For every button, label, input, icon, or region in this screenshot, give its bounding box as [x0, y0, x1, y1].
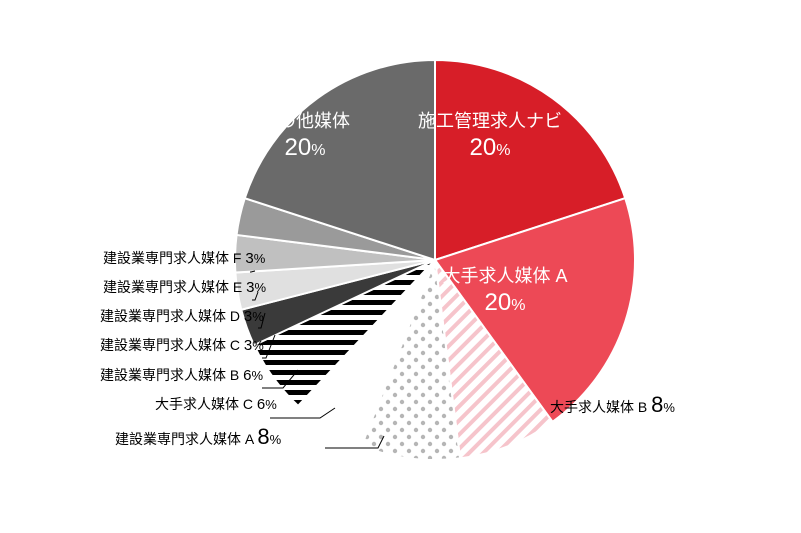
slice-pct: 3%	[245, 250, 265, 267]
slice-pct: 6%	[243, 367, 263, 384]
slice-pct: 8%	[651, 392, 675, 417]
slice-label-outside: 建設業専門求人媒体 D 3%	[100, 306, 264, 326]
slice-label-outside: 建設業専門求人媒体 E 3%	[103, 277, 266, 297]
slice-label-outside: 建設業専門求人媒体 A 8%	[115, 424, 281, 450]
pie-chart-container: 施工管理求人ナビ20%大手求人媒体 A20%その他媒体20%大手求人媒体 B 8…	[0, 0, 801, 533]
slice-name: 大手求人媒体 B	[550, 399, 647, 415]
slice-name: 建設業専門求人媒体 F	[103, 250, 241, 266]
slice-name: 建設業専門求人媒体 B	[100, 367, 239, 383]
slice-pct: 3%	[244, 337, 264, 354]
slice-label-outside: 大手求人媒体 C 6%	[155, 394, 277, 414]
slice-name: 大手求人媒体 C	[155, 396, 253, 412]
slice-pct: 3%	[244, 308, 264, 325]
slice-label-outside: 建設業専門求人媒体 B 6%	[100, 365, 263, 385]
slice-name: 建設業専門求人媒体 C	[100, 337, 240, 353]
slice-name: 建設業専門求人媒体 A	[115, 431, 253, 447]
slice-name: 建設業専門求人媒体 E	[103, 279, 242, 295]
slice-label-outside: 大手求人媒体 B 8%	[550, 392, 675, 418]
slice-label-outside: 建設業専門求人媒体 C 3%	[100, 335, 264, 355]
slice-name: 建設業専門求人媒体 D	[100, 308, 240, 324]
slice-pct: 8%	[257, 424, 281, 449]
slice-label-outside: 建設業専門求人媒体 F 3%	[103, 248, 265, 268]
slice-pct: 3%	[246, 279, 266, 296]
slice-pct: 6%	[257, 396, 277, 413]
